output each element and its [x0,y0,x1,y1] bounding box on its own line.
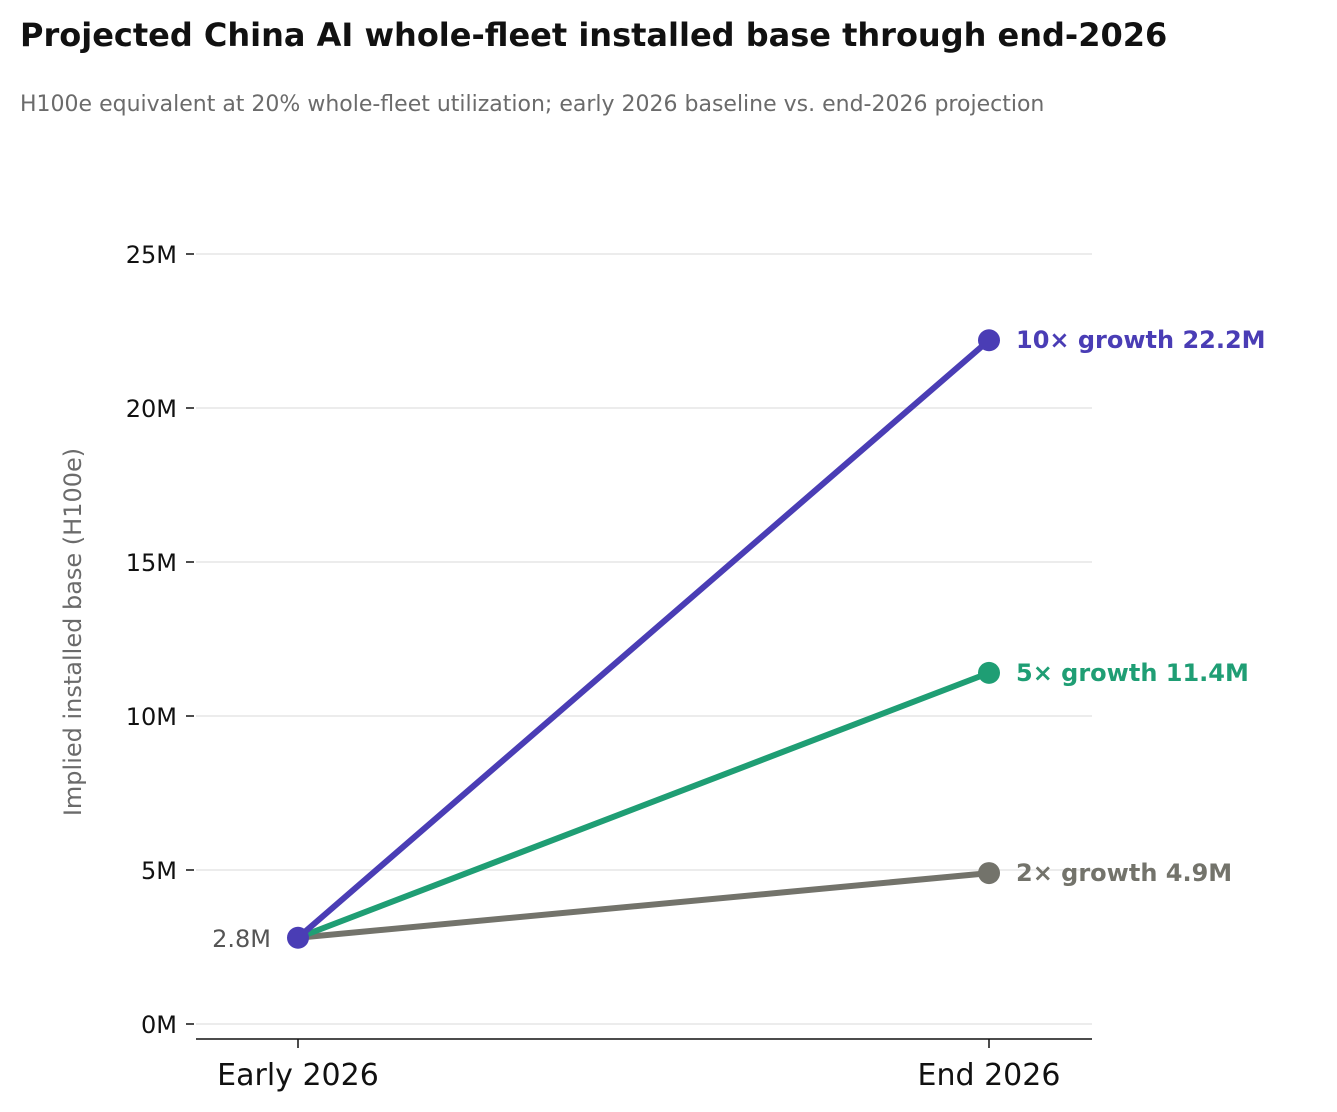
series-end-label-1: 2× growth 4.9M [1016,859,1232,887]
x-tick-label: Early 2026 [217,1058,379,1093]
series-line-2 [295,669,992,941]
y-tick-label: 25M [126,241,177,269]
y-tick-label: 0M [141,1011,177,1039]
data-points [287,329,1000,949]
series-lines [295,337,992,941]
end-point-marker-2 [978,661,1000,684]
x-tick-label: End 2026 [918,1058,1061,1093]
y-tick-label: 20M [126,395,177,423]
gridlines [196,253,1092,1025]
y-tick-label: 15M [126,549,177,577]
series-line-1 [295,870,992,941]
y-tick-label: 5M [141,857,177,885]
end-point-marker-3 [978,329,1000,352]
chart-subtitle: H100e equivalent at 20% whole-fleet util… [20,92,1044,117]
series-line-3 [295,337,992,941]
axes: 0M 5M 10M 15M 20M 25M Early 2026 End 2026 [126,241,1092,1093]
baseline-point-marker [287,926,309,949]
data-labels: 2× growth 4.9M 5× growth 11.4M 10× growth … [212,326,1265,953]
y-tick-label: 10M [126,703,177,731]
end-point-marker-1 [978,862,1000,885]
series-end-label-3: 10× growth 22.2M [1016,326,1266,354]
series-end-label-2: 5× growth 11.4M [1016,659,1249,687]
y-axis-label: Implied installed base (H100e) [59,448,87,816]
chart-title: Projected China AI whole-fleet installed… [20,16,1167,54]
baseline-value-label: 2.8M [212,925,271,953]
